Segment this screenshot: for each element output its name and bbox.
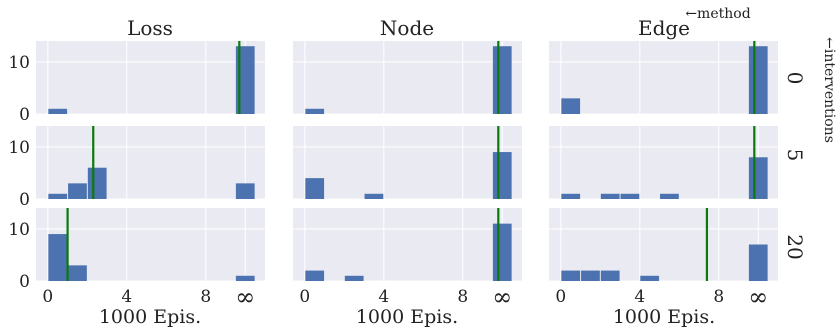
x-tick-label: ∞	[235, 283, 255, 311]
panel-background	[293, 208, 522, 281]
row-header-5: 5	[783, 149, 807, 162]
y-tick-label: 10	[8, 53, 30, 73]
histogram-bar	[600, 270, 620, 281]
histogram-bar	[748, 244, 768, 281]
panel-node-0	[293, 41, 522, 115]
histogram-bar	[48, 234, 68, 281]
x-tick-label: 0	[42, 287, 53, 307]
panel-background	[549, 208, 778, 281]
histogram-bar	[748, 157, 768, 199]
histogram-bar	[492, 223, 512, 281]
histogram-bar	[492, 152, 512, 199]
panel-background	[293, 126, 522, 199]
histogram-bar	[68, 265, 87, 281]
histogram-bar	[640, 275, 660, 281]
y-tick-label: 0	[19, 272, 30, 292]
panel-node-5	[293, 126, 522, 200]
histogram-bar	[305, 108, 325, 114]
panel-background	[549, 41, 778, 114]
panels-group: 0 10 0 10 0 10 0 4 8 ∞ 0 4 8 ∞ 0 4 8 ∞	[8, 41, 778, 311]
panel-background	[36, 41, 265, 114]
column-header-loss: Loss	[127, 16, 173, 40]
column-header-edge: Edge	[638, 16, 690, 40]
histogram-bar	[48, 193, 68, 199]
panel-loss-5: 0 10	[8, 126, 265, 210]
histogram-bar	[492, 46, 512, 114]
row-header-20: 20	[783, 234, 807, 259]
x-axis-label-edge: 1000 Epis.	[613, 306, 715, 328]
histogram-bar	[68, 183, 87, 199]
histogram-bar	[660, 193, 679, 199]
histogram-bar	[561, 270, 581, 281]
histogram-bar	[305, 178, 325, 199]
x-tick-label: 8	[200, 287, 211, 307]
histogram-bar	[87, 167, 107, 199]
histogram-bar	[235, 46, 255, 114]
x-tick-label: 4	[378, 287, 389, 307]
panel-background	[549, 126, 778, 199]
method-header-label: ←method	[685, 6, 750, 22]
panel-edge-20: 0 4 8 ∞	[549, 208, 778, 311]
x-tick-label: 8	[713, 287, 724, 307]
histogram-bar	[748, 46, 768, 114]
histogram-bar	[344, 275, 364, 281]
histogram-bar	[561, 193, 581, 199]
x-tick-label: 0	[299, 287, 310, 307]
histogram-bar	[620, 193, 640, 199]
histogram-bar	[305, 270, 325, 281]
x-tick-label: 4	[121, 287, 132, 307]
interventions-header-label: ←interventions	[821, 37, 837, 143]
y-tick-label: 0	[19, 190, 30, 210]
histogram-bar	[600, 193, 620, 199]
x-tick-label: 4	[634, 287, 645, 307]
x-axis-label-node: 1000 Epis.	[356, 306, 458, 328]
histogram-bar	[364, 193, 384, 199]
histogram-bar	[561, 98, 581, 114]
x-tick-label: 8	[457, 287, 468, 307]
column-header-node: Node	[380, 16, 434, 40]
y-tick-label: 10	[8, 138, 30, 158]
panel-background	[293, 41, 522, 114]
histogram-bar	[235, 183, 255, 199]
histogram-bar	[48, 108, 68, 114]
x-tick-label: 0	[555, 287, 566, 307]
panel-node-20: 0 4 8 ∞	[293, 208, 522, 311]
x-tick-label: ∞	[492, 283, 512, 311]
panel-edge-5	[549, 126, 778, 200]
histogram-bar	[581, 270, 600, 281]
panel-edge-0	[549, 41, 778, 115]
row-header-0: 0	[783, 72, 807, 85]
x-axis-label-loss: 1000 Epis.	[99, 306, 201, 328]
x-tick-label: ∞	[748, 283, 768, 311]
panel-loss-20: 0 10 0 4 8 ∞	[8, 208, 265, 311]
y-tick-label: 0	[19, 105, 30, 125]
panel-loss-0: 0 10	[8, 41, 265, 125]
histogram-bar	[235, 275, 255, 281]
y-tick-label: 10	[8, 220, 30, 240]
